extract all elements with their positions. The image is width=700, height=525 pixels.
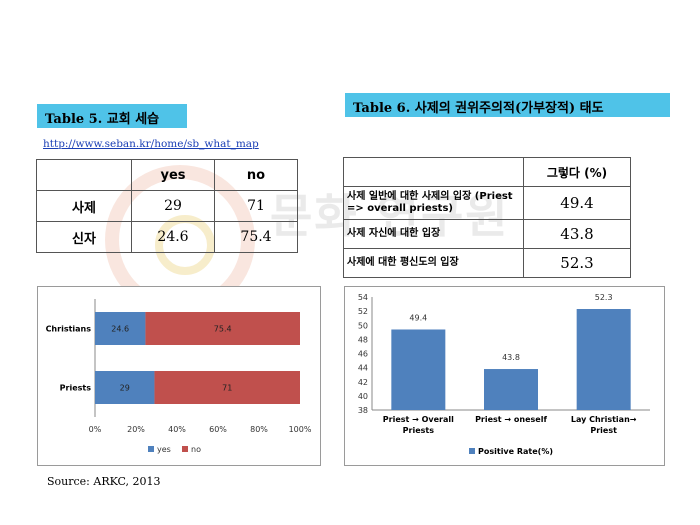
data-label: 71	[222, 384, 232, 393]
bar-yes	[95, 371, 155, 404]
y-tick-label: 40	[358, 392, 368, 401]
table6-row-label: 사제 자신에 대한 입장	[343, 219, 524, 249]
data-label: 24.6	[111, 325, 129, 334]
bar-chart: 38 40 42 44 46 48 50 52 54 49.4 Priest → Overall Pr…	[358, 293, 650, 456]
table6-header-empty	[343, 157, 524, 187]
table5: yes no 사제 29 71 신자 24.6 75.4	[36, 159, 298, 253]
category-label: Priests	[60, 384, 92, 393]
stacked-bar-chart-panel: 29 71 Priests 24.6 75.4 Christians 0% 20% 40% 60%…	[37, 286, 321, 466]
x-tick-label: 60%	[209, 425, 227, 434]
table5-row-label: 신자	[36, 221, 132, 253]
table5-cell-yes: 24.6	[131, 221, 215, 253]
table6: 그렇다 (%) 사제 일반에 대한 사제의 입장 (Priest => over…	[343, 157, 631, 278]
table6-row-label: 사제 일반에 대한 사제의 입장 (Priest => overall prie…	[343, 186, 524, 220]
table5-header-empty	[36, 159, 132, 191]
table6-row-value: 49.4	[523, 186, 631, 220]
x-tick-label: 20%	[127, 425, 145, 434]
bar-yes	[95, 312, 146, 345]
table5-header-no: no	[214, 159, 298, 191]
bar-no	[145, 312, 300, 345]
table5-cell-yes: 29	[131, 190, 215, 222]
data-label: 49.4	[409, 313, 427, 322]
table-row: 사제 일반에 대한 사제의 입장 (Priest => overall prie…	[343, 186, 631, 220]
x-tick-label: 100%	[289, 425, 312, 434]
table-row: 사제에 대한 평신도의 입장 52.3	[343, 248, 631, 278]
category-label: Lay Christian→	[571, 415, 637, 424]
table-row: 신자 24.6 75.4	[36, 221, 298, 253]
data-label: 52.3	[595, 293, 613, 302]
bar	[484, 369, 538, 410]
data-label: 29	[120, 384, 130, 393]
legend-label: yes	[157, 445, 171, 454]
bar	[576, 309, 631, 410]
table5-cell-no: 71	[214, 190, 298, 222]
data-label: 75.4	[214, 325, 232, 334]
legend-swatch-no	[182, 446, 188, 452]
table5-row-label: 사제	[36, 190, 132, 222]
y-tick-label: 52	[358, 307, 368, 316]
bar	[391, 329, 446, 410]
legend-label: no	[191, 445, 201, 454]
table5-link[interactable]: http://www.seban.kr/home/sb_what_map	[43, 138, 259, 150]
table6-header: 그렇다 (%)	[523, 157, 631, 187]
data-label: 43.8	[502, 353, 520, 362]
y-tick-label: 46	[358, 350, 368, 359]
y-tick-label: 38	[358, 406, 368, 415]
y-tick-label: 50	[358, 321, 368, 330]
table5-title: Table 5. 교회 세습	[37, 104, 187, 128]
source-note: Source: ARKC, 2013	[47, 475, 161, 488]
table-row: 사제 자신에 대한 입장 43.8	[343, 219, 631, 249]
y-tick-label: 42	[358, 378, 368, 387]
category-label: Priest → oneself	[475, 415, 547, 424]
table5-header-yes: yes	[131, 159, 215, 191]
category-label: Priests	[403, 426, 435, 435]
x-tick-label: 40%	[168, 425, 186, 434]
category-label: Christians	[46, 325, 92, 334]
x-tick-label: 0%	[89, 425, 102, 434]
table6-row-value: 43.8	[523, 219, 631, 249]
stacked-bar-chart: 29 71 Priests 24.6 75.4 Christians 0% 20% 40% 60%…	[46, 299, 312, 454]
bar-no	[154, 371, 300, 404]
table5-cell-no: 75.4	[214, 221, 298, 253]
legend-label: Positive Rate(%)	[478, 447, 553, 456]
y-tick-label: 48	[358, 335, 368, 344]
x-tick-label: 80%	[250, 425, 268, 434]
legend-swatch-yes	[148, 446, 154, 452]
table6-row-value: 52.3	[523, 248, 631, 278]
table6-row-label: 사제에 대한 평신도의 입장	[343, 248, 524, 278]
table6-title: Table 6. 사제의 권위주의적(가부장적) 태도	[345, 93, 670, 117]
category-label: Priest → Overall	[383, 415, 454, 424]
legend-swatch	[469, 448, 475, 454]
category-label: Priest	[590, 426, 617, 435]
bar-chart-panel: 38 40 42 44 46 48 50 52 54 49.4 Priest → Overall Pr…	[344, 286, 665, 466]
y-tick-label: 54	[358, 293, 368, 302]
y-tick-label: 44	[358, 364, 368, 373]
table-row: 사제 29 71	[36, 190, 298, 222]
